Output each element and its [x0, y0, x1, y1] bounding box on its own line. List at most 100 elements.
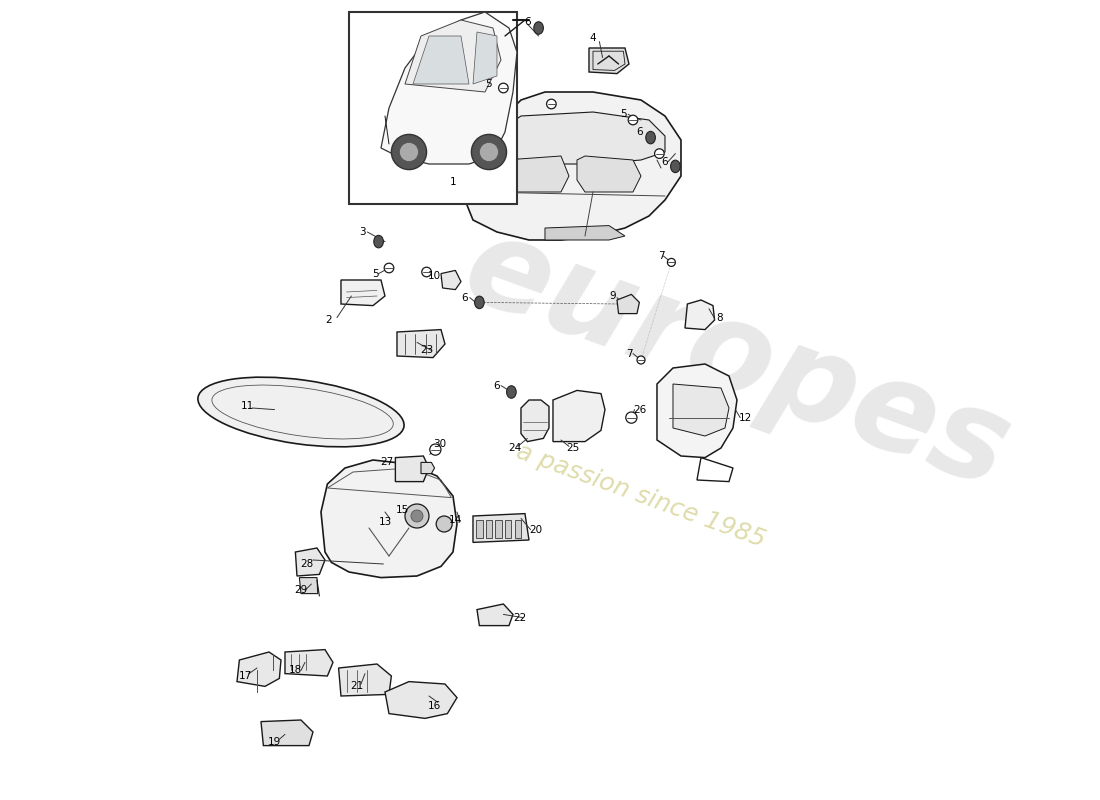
Ellipse shape [405, 504, 429, 528]
Ellipse shape [392, 134, 427, 170]
Polygon shape [397, 330, 446, 358]
Text: 9: 9 [609, 291, 616, 301]
Ellipse shape [498, 83, 508, 93]
Ellipse shape [646, 131, 656, 144]
Text: 25: 25 [566, 443, 580, 453]
Text: 8: 8 [716, 314, 723, 323]
Text: 13: 13 [378, 517, 392, 526]
Ellipse shape [654, 149, 664, 158]
Polygon shape [515, 520, 521, 538]
Text: 14: 14 [449, 515, 462, 525]
Text: 6: 6 [636, 127, 642, 137]
Ellipse shape [384, 263, 394, 273]
Polygon shape [486, 520, 492, 538]
Polygon shape [296, 548, 324, 576]
Polygon shape [349, 12, 517, 204]
Text: 27: 27 [379, 458, 393, 467]
Polygon shape [476, 520, 483, 538]
Text: 18: 18 [289, 666, 302, 675]
Text: 23: 23 [420, 346, 433, 355]
Polygon shape [465, 92, 681, 240]
Ellipse shape [430, 444, 441, 455]
Ellipse shape [534, 22, 543, 34]
Polygon shape [299, 578, 318, 594]
Polygon shape [441, 270, 461, 290]
Ellipse shape [668, 258, 675, 266]
Ellipse shape [628, 115, 638, 125]
Polygon shape [385, 682, 456, 718]
Polygon shape [588, 48, 629, 74]
Text: 5: 5 [486, 79, 493, 89]
Text: 26: 26 [632, 405, 646, 414]
Text: 21: 21 [351, 682, 364, 691]
Text: 30: 30 [432, 439, 446, 449]
Text: 22: 22 [513, 613, 526, 622]
Text: 20: 20 [529, 525, 542, 534]
Ellipse shape [480, 142, 498, 162]
Ellipse shape [421, 267, 431, 277]
Polygon shape [381, 12, 517, 164]
Text: 5: 5 [620, 110, 627, 119]
Text: 24: 24 [508, 443, 521, 453]
Ellipse shape [472, 134, 507, 170]
Polygon shape [395, 456, 429, 482]
Ellipse shape [437, 516, 452, 532]
Polygon shape [505, 520, 512, 538]
Text: 6: 6 [662, 157, 669, 166]
Text: 19: 19 [268, 738, 282, 747]
Polygon shape [578, 156, 641, 192]
Text: 12: 12 [738, 413, 751, 422]
Polygon shape [521, 400, 549, 442]
Ellipse shape [399, 142, 419, 162]
Polygon shape [321, 460, 456, 578]
Polygon shape [341, 280, 385, 306]
Text: 17: 17 [239, 671, 252, 681]
Text: 1: 1 [450, 178, 456, 187]
Polygon shape [261, 720, 314, 746]
Ellipse shape [198, 377, 404, 447]
Text: 10: 10 [428, 271, 441, 281]
Ellipse shape [474, 296, 484, 309]
Polygon shape [421, 462, 434, 474]
Text: 6: 6 [524, 18, 530, 27]
Ellipse shape [671, 160, 680, 173]
Ellipse shape [547, 99, 557, 109]
Text: 2: 2 [326, 315, 332, 325]
Text: europes: europes [449, 206, 1025, 514]
Polygon shape [339, 664, 392, 696]
Polygon shape [657, 364, 737, 458]
Text: 3: 3 [360, 227, 366, 237]
Polygon shape [236, 652, 280, 686]
Ellipse shape [626, 412, 637, 423]
Text: 29: 29 [295, 586, 308, 595]
Text: 11: 11 [241, 402, 254, 411]
Polygon shape [412, 36, 469, 84]
Polygon shape [673, 384, 729, 436]
Polygon shape [495, 520, 502, 538]
Text: 5: 5 [372, 269, 378, 278]
Polygon shape [553, 390, 605, 442]
Polygon shape [685, 300, 715, 330]
Text: a passion since 1985: a passion since 1985 [514, 440, 769, 552]
Text: 15: 15 [396, 506, 409, 515]
Text: 7: 7 [626, 349, 632, 358]
Text: 6: 6 [494, 381, 501, 390]
Polygon shape [490, 112, 666, 164]
Polygon shape [473, 514, 529, 542]
Ellipse shape [374, 235, 384, 248]
Polygon shape [490, 156, 569, 192]
Text: 16: 16 [428, 701, 441, 710]
Ellipse shape [507, 386, 516, 398]
Text: 28: 28 [300, 559, 313, 569]
Ellipse shape [411, 510, 424, 522]
Polygon shape [617, 294, 639, 314]
Polygon shape [544, 226, 625, 240]
Polygon shape [477, 604, 513, 626]
Polygon shape [405, 20, 500, 92]
Text: 7: 7 [658, 251, 664, 261]
Polygon shape [473, 32, 497, 84]
Ellipse shape [637, 356, 645, 364]
Polygon shape [285, 650, 333, 676]
Text: 6: 6 [462, 293, 469, 302]
Text: 4: 4 [590, 34, 596, 43]
